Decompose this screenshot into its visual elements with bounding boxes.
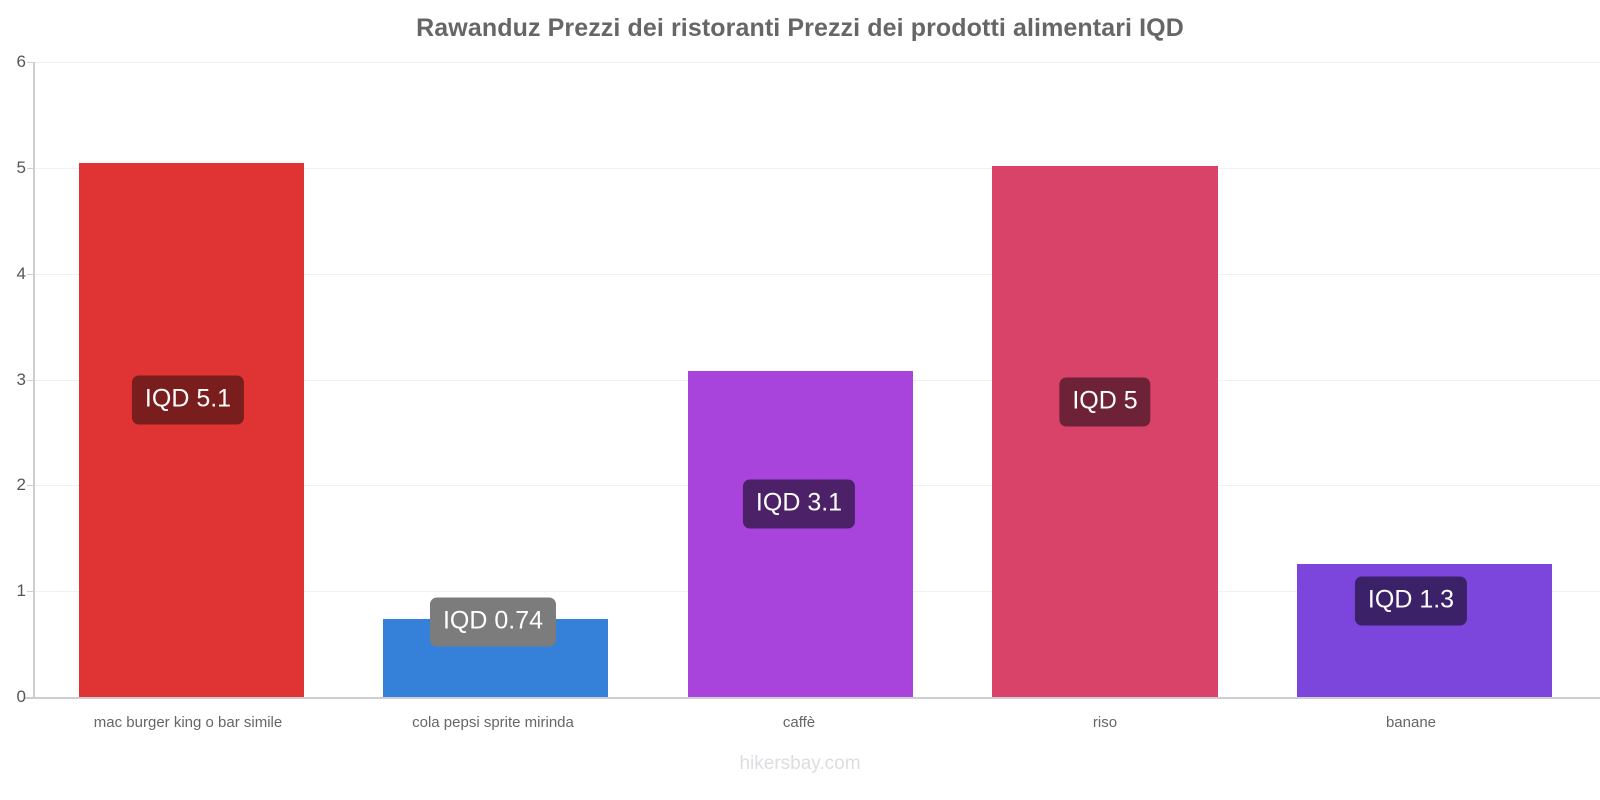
bar-riso[interactable] <box>992 165 1218 697</box>
y-tick-label-1: 1 <box>16 581 26 601</box>
bar-mac-burger-king-o-bar-simile[interactable] <box>79 162 304 697</box>
gridline-4 <box>34 273 1600 275</box>
x-axis-label-caffe: caffè <box>782 714 816 731</box>
y-tick-mark-5 <box>27 167 34 169</box>
y-tick-label-4: 4 <box>16 263 26 283</box>
y-axis-line <box>33 62 35 698</box>
value-badge-banane: IQD 1.3 <box>1354 576 1468 626</box>
chart-title: Rawanduz Prezzi dei ristoranti Prezzi de… <box>416 14 1184 42</box>
y-tick-mark-3 <box>27 379 34 381</box>
x-axis-label-mac-burger-king-o-bar-simile: mac burger king o bar simile <box>93 714 283 731</box>
watermark-hikersbay: hikersbay.com <box>739 753 861 774</box>
x-axis-label-riso: riso <box>1092 714 1118 731</box>
y-tick-label-5: 5 <box>16 157 26 177</box>
y-tick-label-3: 3 <box>16 369 26 389</box>
value-badge-mac-burger-king-o-bar-simile: IQD 5.1 <box>131 375 245 425</box>
x-axis-label-banane: banane <box>1385 714 1437 731</box>
y-tick-mark-0 <box>27 697 34 698</box>
y-tick-label-2: 2 <box>16 475 26 495</box>
y-tick-label-0: 0 <box>16 687 26 706</box>
x-axis-line <box>24 697 1600 699</box>
y-tick-mark-6 <box>27 62 34 63</box>
bar-caffe[interactable] <box>688 371 913 697</box>
x-axis-label-cola-pepsi-sprite-mirinda: cola pepsi sprite mirinda <box>412 714 574 731</box>
y-tick-mark-2 <box>27 485 34 487</box>
plot-area <box>34 62 1600 697</box>
value-badge-caffe: IQD 3.1 <box>742 479 856 529</box>
y-tick-mark-1 <box>27 591 34 593</box>
value-badge-riso: IQD 5 <box>1059 377 1151 427</box>
y-tick-label-6: 6 <box>16 52 26 71</box>
gridline-6 <box>34 62 1600 63</box>
value-badge-cola-pepsi-sprite-mirinda: IQD 0.74 <box>429 597 557 647</box>
gridline-5 <box>34 167 1600 169</box>
y-tick-mark-4 <box>27 273 34 275</box>
